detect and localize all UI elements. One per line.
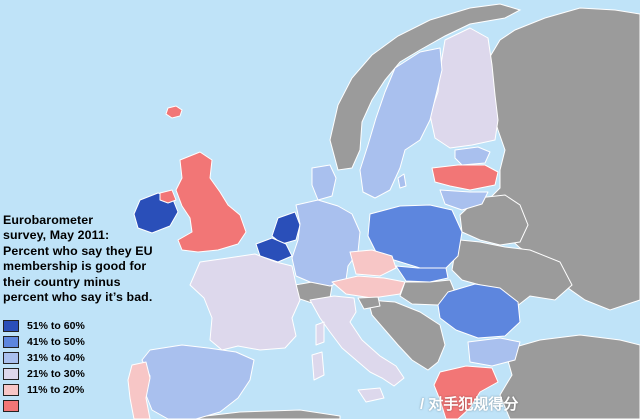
sweden	[359, 47, 443, 199]
czech-republic	[349, 249, 397, 277]
title-line: percent who say it’s bad.	[3, 290, 153, 305]
greece	[433, 365, 499, 419]
sardinia	[311, 351, 325, 381]
title-line: membership is good for	[3, 259, 147, 274]
turkey-shape	[499, 334, 640, 419]
legend-item: 11% to 20%	[3, 383, 123, 399]
map-legend: 51% to 60% 41% to 50% 31% to 40% 21% to …	[3, 319, 123, 415]
legend-item: 31% to 40%	[3, 351, 123, 367]
poland	[367, 204, 463, 269]
united-kingdom	[175, 151, 247, 253]
slovakia	[395, 265, 449, 283]
north-africa-shape	[179, 409, 341, 419]
legend-item: 41% to 50%	[3, 335, 123, 351]
title-line: their country minus	[3, 274, 121, 289]
ukraine-shape	[451, 239, 573, 311]
legend-item: 51% to 60%	[3, 319, 123, 335]
legend-swatch	[3, 368, 19, 380]
iceland-shape	[165, 105, 183, 119]
title-line: Percent who say they EU	[3, 243, 153, 258]
title-line: survey, May 2011:	[3, 228, 110, 243]
legend-item: 21% to 30%	[3, 367, 123, 383]
corsica	[315, 321, 325, 346]
italy	[309, 295, 405, 387]
estonia	[454, 146, 491, 166]
denmark	[311, 164, 337, 201]
map-title: Eurobarometer survey, May 2011: Percent …	[3, 213, 183, 305]
legend-label: 21% to 30%	[27, 368, 85, 380]
legend-item	[3, 399, 123, 415]
legend-swatch	[3, 336, 19, 348]
northern-ireland	[159, 189, 177, 204]
eu-countries	[127, 27, 521, 419]
slovenia	[357, 296, 381, 310]
netherlands	[271, 211, 301, 245]
legend-label: 11% to 20%	[27, 384, 85, 396]
france	[189, 253, 301, 351]
watermark: / 对手犯规得分	[420, 396, 519, 413]
gotland	[397, 173, 407, 189]
norway-shape	[329, 3, 522, 171]
sicily	[357, 387, 385, 403]
latvia	[431, 164, 499, 191]
balkans-shape	[367, 299, 446, 371]
finland	[429, 27, 499, 149]
legend-label: 41% to 50%	[27, 336, 85, 348]
legend-label: 51% to 60%	[27, 320, 85, 332]
legend-swatch	[3, 400, 19, 412]
romania	[437, 283, 521, 339]
bulgaria	[467, 337, 521, 367]
non-eu-land	[179, 3, 640, 419]
legend-label: 31% to 40%	[27, 352, 85, 364]
belarus-shape	[459, 194, 529, 246]
legend-swatch	[3, 352, 19, 364]
lithuania	[439, 189, 489, 211]
legend-swatch	[3, 384, 19, 396]
portugal	[127, 361, 151, 419]
title-line: Eurobarometer	[3, 213, 94, 227]
legend-swatch	[3, 320, 19, 332]
